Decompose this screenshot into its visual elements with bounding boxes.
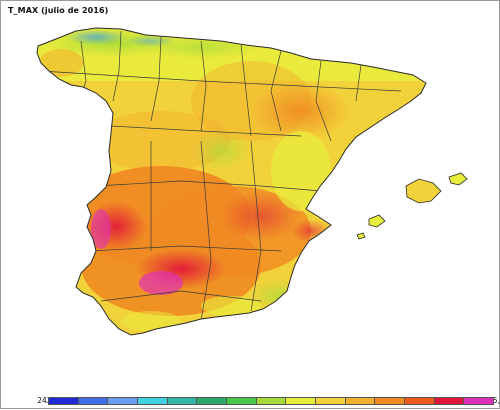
legend-swatch: [49, 398, 79, 404]
legend-swatch: [464, 398, 494, 404]
map-title: T_MAX (julio de 2016): [8, 6, 109, 15]
legend-swatch: [375, 398, 406, 404]
legend-swatch: [256, 398, 287, 404]
legend-swatch: [197, 398, 228, 404]
legend-swatch: [108, 398, 139, 404]
color-legend: 242,0255,5269,1282,6296,1309,7323,2336,7…: [37, 387, 500, 407]
legend-swatch: [345, 398, 376, 404]
temperature-fields: [37, 28, 426, 331]
legend-swatch: [434, 398, 465, 404]
legend-swatch: [138, 398, 168, 404]
balearic-islands: [356, 172, 468, 240]
legend-swatch: [405, 398, 435, 404]
legend-swatch: [227, 398, 257, 404]
legend-swatch: [167, 398, 198, 404]
legend-swatch: [78, 398, 109, 404]
legend-tick-labels: 242,0255,5269,1282,6296,1309,7323,2336,7…: [32, 376, 500, 405]
legend-swatches: [48, 397, 494, 405]
legend-swatch: [316, 398, 346, 404]
legend-swatch: [286, 398, 317, 404]
